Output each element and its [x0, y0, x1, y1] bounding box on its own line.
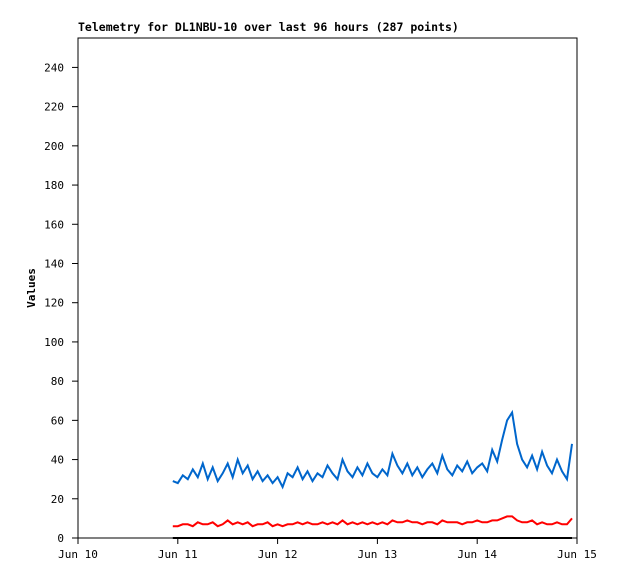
y-tick-label: 60 [51, 414, 64, 427]
series-line [172, 515, 573, 528]
y-tick-label: 220 [44, 101, 64, 114]
plot-frame [77, 37, 578, 539]
y-tick-label: 100 [44, 336, 64, 349]
y-tick-label: 80 [51, 375, 64, 388]
x-tick-label: Jun 12 [258, 548, 298, 561]
y-tick-label: 180 [44, 179, 64, 192]
y-tick-label: 200 [44, 140, 64, 153]
x-tick-label: Jun 14 [457, 548, 497, 561]
chart-title: Telemetry for DL1NBU-10 over last 96 hou… [78, 20, 459, 34]
x-tick-label: Jun 10 [58, 548, 98, 561]
series-line [172, 409, 573, 490]
x-tick-label: Jun 11 [158, 548, 198, 561]
x-tick-label: Jun 15 [557, 548, 597, 561]
y-tick-label: 240 [44, 61, 64, 74]
y-tick-label: 160 [44, 218, 64, 231]
y-tick-label: 20 [51, 493, 64, 506]
x-tick-label: Jun 13 [358, 548, 398, 561]
y-axis-label: Values [25, 268, 38, 308]
y-tick-label: 40 [51, 454, 64, 467]
y-tick-label: 0 [57, 532, 64, 545]
y-tick-label: 140 [44, 257, 64, 270]
y-tick-label: 120 [44, 297, 64, 310]
